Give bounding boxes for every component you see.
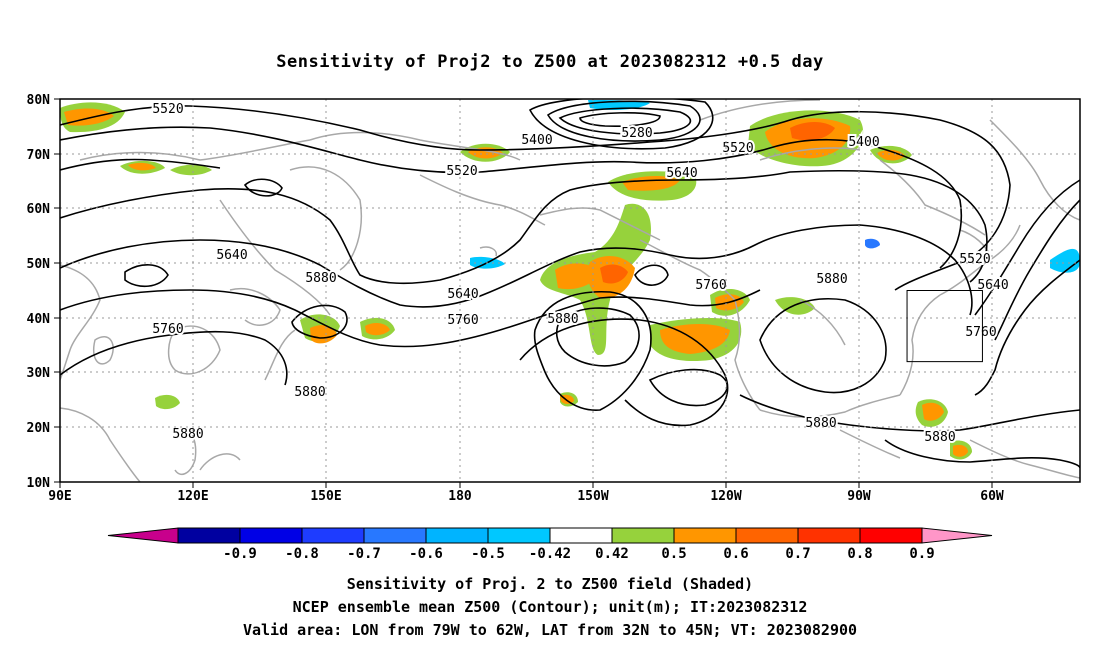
lat-label: 80N — [27, 93, 51, 108]
colorbar-cell — [425, 527, 489, 544]
colorbar-label: -0.9 — [223, 546, 257, 562]
contour-label: 5760 — [152, 322, 183, 337]
contour-label: 5880 — [172, 427, 203, 442]
axis-ticks — [54, 98, 993, 488]
colorbar-label: 0.9 — [909, 546, 934, 562]
lon-label: 120E — [177, 489, 208, 504]
contour-label: 5520 — [446, 164, 477, 179]
colorbar-label: 0.8 — [847, 546, 872, 562]
graticule — [60, 99, 1080, 482]
caption-line-2: NCEP ensemble mean Z500 (Contour); unit(… — [293, 598, 808, 616]
lat-label: 50N — [27, 257, 51, 272]
contour-label: 5880 — [547, 312, 578, 327]
lon-label: 150W — [577, 489, 608, 504]
colorbar-label: 0.6 — [723, 546, 748, 562]
lon-label: 60W — [980, 489, 1004, 504]
colorbar-cell — [239, 527, 303, 544]
valid-area-box — [906, 290, 983, 363]
colorbar-cell — [549, 527, 613, 544]
lon-label: 120W — [710, 489, 741, 504]
colorbar-arrow-high — [921, 527, 993, 544]
map-panel: 5520 5400 5280 5520 5400 5520 5640 5640 … — [27, 93, 1081, 504]
contour-label: 5640 — [447, 287, 478, 302]
lon-label: 180 — [448, 489, 472, 504]
lon-label: 90W — [847, 489, 871, 504]
contour-label: 5880 — [816, 272, 847, 287]
colorbar-cell — [673, 527, 737, 544]
contour-label: 5880 — [305, 271, 336, 286]
latitude-labels: 80N 70N 60N 50N 40N 30N 20N 10N — [27, 93, 51, 491]
colorbar-label: 0.42 — [595, 546, 629, 562]
contour-label: 5760 — [965, 325, 996, 340]
lat-label: 40N — [27, 312, 51, 327]
colorbar-label: -0.8 — [285, 546, 319, 562]
contour-label: 5520 — [959, 252, 990, 267]
figure-title: Sensitivity of Proj2 to Z500 at 20230823… — [276, 52, 823, 72]
colorbar-cell — [735, 527, 799, 544]
colorbar-cell — [859, 527, 923, 544]
contour-label: 5520 — [722, 141, 753, 156]
lon-label: 90E — [48, 489, 71, 504]
lat-label: 10N — [27, 476, 51, 491]
colorbar-cell — [797, 527, 861, 544]
contour-label: 5880 — [924, 430, 955, 445]
colorbar-cell — [363, 527, 427, 544]
lat-label: 20N — [27, 421, 51, 436]
map-frame — [59, 98, 1081, 483]
colorbar-label: 0.7 — [785, 546, 810, 562]
contour-label: 5640 — [977, 278, 1008, 293]
z500-contours — [60, 99, 1080, 469]
contour-label: 5400 — [521, 133, 552, 148]
contour-label: 5400 — [848, 135, 879, 150]
colorbar-arrow-low — [107, 527, 179, 544]
contour-labels: 5520 5400 5280 5520 5400 5520 5640 5640 … — [150, 100, 1010, 447]
contour-label: 5640 — [216, 248, 247, 263]
colorbar-label: -0.5 — [471, 546, 505, 562]
contour-label: 5640 — [666, 166, 697, 181]
colorbar-label: -0.6 — [409, 546, 443, 562]
contour-label: 5760 — [695, 278, 726, 293]
contour-label: 5280 — [621, 126, 652, 141]
colorbar-cell — [177, 527, 241, 544]
longitude-labels: 90E 120E 150E 180 150W 120W 90W 60W — [48, 489, 1004, 504]
colorbar-cell — [301, 527, 365, 544]
contour-label: 5880 — [805, 416, 836, 431]
caption-line-1: Sensitivity of Proj. 2 to Z500 field (Sh… — [347, 575, 753, 593]
colorbar-label: -0.42 — [529, 546, 571, 562]
colorbar-label: 0.5 — [661, 546, 686, 562]
lat-label: 60N — [27, 202, 51, 217]
contour-label: 5760 — [447, 313, 478, 328]
colorbar: -0.9 -0.8 -0.7 -0.6 -0.5 -0.42 0.42 0.5 0.6 0.7 0.… — [107, 527, 993, 562]
contour-label: 5880 — [294, 385, 325, 400]
contour-label: 5520 — [152, 102, 183, 117]
lat-label: 30N — [27, 366, 51, 381]
colorbar-cell — [487, 527, 551, 544]
lat-label: 70N — [27, 148, 51, 163]
lon-label: 150E — [310, 489, 341, 504]
colorbar-cell — [611, 527, 675, 544]
caption-line-3: Valid area: LON from 79W to 62W, LAT fro… — [243, 621, 857, 639]
captions: Sensitivity of Proj. 2 to Z500 field (Sh… — [243, 575, 857, 639]
colorbar-label: -0.7 — [347, 546, 381, 562]
